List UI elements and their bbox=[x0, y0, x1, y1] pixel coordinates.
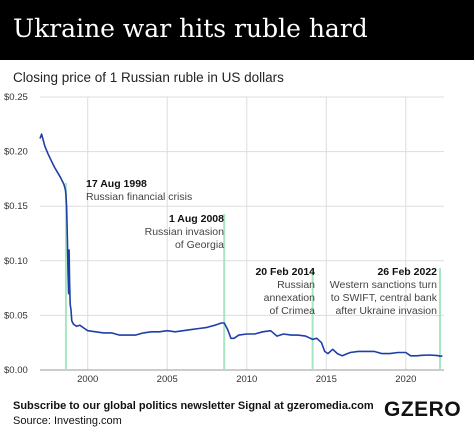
grid-layer bbox=[40, 96, 444, 371]
x-tick-label: 2015 bbox=[316, 374, 337, 385]
y-tick-label: $0.00 bbox=[4, 365, 28, 376]
event-description-label: Russian invasion bbox=[145, 226, 225, 238]
event-description-label: after Ukraine invasion bbox=[335, 305, 437, 317]
series-layer bbox=[39, 133, 443, 358]
event-description-label: Russian bbox=[277, 279, 315, 291]
event-date-label: 17 Aug 1998 bbox=[86, 178, 147, 190]
event-description-label: of Georgia bbox=[175, 239, 224, 251]
annotation-markers bbox=[64, 183, 442, 370]
page-title: Ukraine war hits ruble hard bbox=[13, 14, 368, 43]
x-tick-label: 2010 bbox=[236, 374, 257, 385]
event-date-label: 26 Feb 2022 bbox=[377, 266, 437, 278]
event-date-label: 1 Aug 2008 bbox=[169, 213, 224, 225]
axis-ticks: $0.25 $0.20 $0.15 $0.10 $0.05 $0.00 2000 2005 20… bbox=[4, 92, 416, 385]
newsletter-text: Subscribe to our global politics newslet… bbox=[13, 400, 374, 412]
chart-subtitle: Closing price of 1 Russian ruble in US d… bbox=[13, 70, 284, 85]
x-tick-label: 2020 bbox=[395, 374, 416, 385]
ruble-price-line bbox=[39, 133, 443, 358]
y-tick-label: $0.20 bbox=[4, 147, 28, 158]
y-tick-label: $0.25 bbox=[4, 92, 28, 103]
y-tick-label: $0.10 bbox=[4, 256, 28, 267]
header-bar: Ukraine war hits ruble hard bbox=[0, 0, 474, 60]
source-text: Source: Investing.com bbox=[13, 415, 122, 427]
event-date-label: 20 Feb 2014 bbox=[255, 266, 315, 278]
event-description-label: to SWIFT, central bank bbox=[331, 292, 438, 304]
event-description-label: Russian financial crisis bbox=[86, 191, 192, 203]
y-tick-label: $0.05 bbox=[4, 310, 28, 321]
x-tick-label: 2005 bbox=[157, 374, 178, 385]
x-tick-label: 2000 bbox=[77, 374, 98, 385]
y-tick-label: $0.15 bbox=[4, 201, 28, 212]
event-description-label: Western sanctions turn bbox=[330, 279, 437, 291]
gzero-logo: GZERO bbox=[384, 398, 462, 421]
event-description-label: of Crimea bbox=[269, 305, 315, 317]
event-description-label: annexation bbox=[264, 292, 316, 304]
